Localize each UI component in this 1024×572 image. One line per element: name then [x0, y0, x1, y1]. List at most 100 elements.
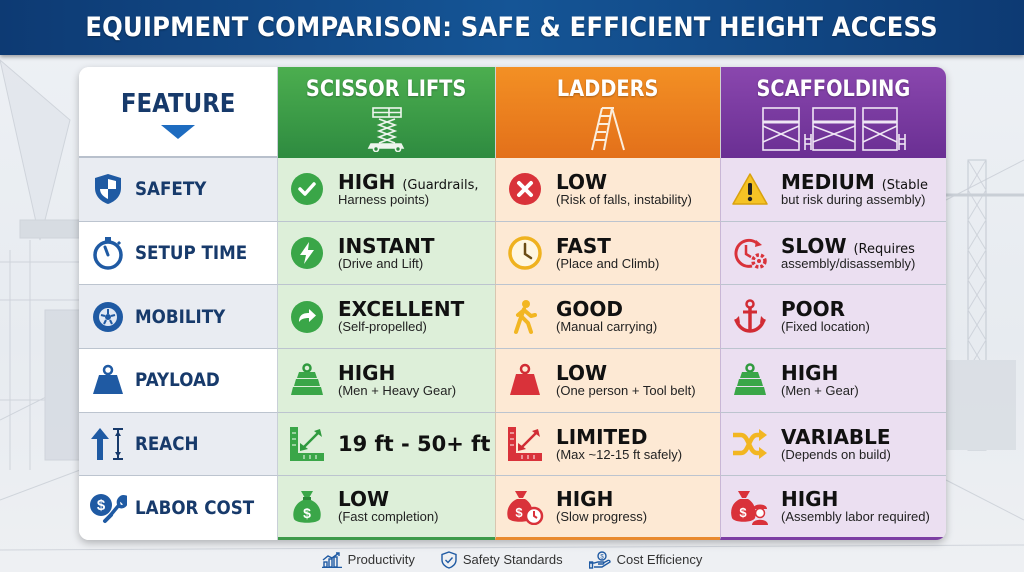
detail: but risk during assembly) — [781, 192, 926, 207]
ladders-mobility: GOOD (Manual carrying) — [495, 285, 720, 349]
weight-icon — [506, 361, 544, 399]
money-bag-clock-icon: $ — [506, 488, 544, 526]
feature-label: PAYLOAD — [135, 369, 220, 392]
detail: (Men + Heavy Gear) — [338, 383, 457, 398]
feature-reach: REACH — [79, 412, 278, 477]
value: HIGH — [781, 487, 839, 512]
feature-label: SETUP TIME — [135, 241, 248, 264]
header-feature-label: FEATURE — [120, 88, 236, 119]
value: LOW — [338, 487, 390, 512]
stopwatch-icon — [89, 234, 127, 272]
feature-mobility: MOBILITY — [79, 285, 278, 349]
value: 19 ft - 50+ ft — [338, 431, 491, 456]
shuffle-icon — [731, 425, 769, 463]
feature-payload: PAYLOAD — [79, 349, 278, 413]
detail-inline: (Guardrails, — [402, 178, 479, 193]
svg-text:$: $ — [97, 497, 106, 514]
ladders-labor-cost: $ HIGH (Slow progress) — [495, 476, 720, 540]
svg-text:$: $ — [600, 554, 604, 560]
scissor-lift-icon — [367, 107, 404, 152]
svg-text:$: $ — [515, 505, 523, 520]
money-bag-icon: $ — [288, 488, 326, 526]
legend-cost-efficiency: $ Cost Efficiency — [588, 550, 702, 569]
detail: (Max ~12-15 ft safely) — [556, 446, 683, 462]
value: EXCELLENT — [338, 297, 465, 322]
x-circle-icon — [506, 170, 544, 208]
feature-label: REACH — [135, 432, 199, 455]
hand-coin-icon: $ — [588, 550, 611, 569]
legend-productivity: Productivity — [321, 551, 415, 568]
value: SLOW — [781, 233, 847, 258]
detail: Harness points) — [338, 192, 430, 207]
feature-safety: SAFETY — [79, 158, 278, 222]
header-ladders-label: LADDERS — [557, 77, 659, 102]
legend-safety-standards: Safety Standards — [441, 550, 563, 569]
feature-label: SAFETY — [135, 178, 207, 201]
value: HIGH — [338, 361, 396, 385]
value: LIMITED — [556, 424, 648, 449]
scissor-labor-cost: $ LOW (Fast completion) — [278, 476, 495, 540]
scissor-payload: HIGH (Men + Heavy Gear) — [278, 349, 495, 413]
header-scissor-label: SCISSOR LIFTS — [306, 77, 467, 102]
scissor-mobility: EXCELLENT (Self-propelled) — [278, 285, 495, 349]
chevron-down-icon — [161, 124, 195, 139]
feature-setup-time: SETUP TIME — [79, 221, 278, 286]
detail: (Risk of falls, instability) — [556, 192, 692, 207]
arrow-right-circle-icon — [288, 298, 326, 336]
ruler-icon — [288, 425, 326, 463]
value: HIGH — [781, 361, 839, 385]
feature-label: MOBILITY — [135, 305, 226, 328]
dollar-wrench-icon: $ — [89, 489, 127, 527]
scaffolding-icon — [761, 107, 906, 151]
feature-labor-cost: $ LABOR COST — [79, 476, 278, 540]
legend-label: Safety Standards — [462, 552, 563, 567]
svg-text:$: $ — [303, 505, 311, 521]
detail: assembly/disassembly) — [781, 255, 916, 271]
header-ladders: LADDERS — [495, 67, 720, 158]
check-circle-icon — [288, 170, 326, 208]
wheel-icon — [89, 298, 127, 336]
detail: (Slow progress) — [556, 509, 648, 525]
scaffolding-safety: MEDIUM (Stable but risk during assembly) — [720, 158, 946, 222]
detail: (Men + Gear) — [781, 383, 859, 398]
ladder-icon — [591, 107, 625, 151]
detail: (Drive and Lift) — [338, 255, 424, 271]
feature-label: LABOR COST — [135, 497, 255, 520]
scissor-safety: HIGH (Guardrails, Harness points) — [278, 158, 495, 222]
detail: (Fixed location) — [781, 319, 870, 335]
shield-icon — [89, 170, 127, 208]
scissor-reach: 19 ft - 50+ ft — [278, 412, 495, 477]
scaffolding-payload: HIGH (Men + Gear) — [720, 349, 946, 413]
lightning-icon — [288, 234, 326, 272]
detail: (Place and Climb) — [556, 255, 660, 271]
warning-icon — [731, 170, 769, 208]
anchor-icon — [731, 298, 769, 336]
detail: (Manual carrying) — [556, 319, 658, 335]
ruler-icon — [506, 425, 544, 463]
detail-inline: (Requires — [853, 241, 915, 257]
scissor-setup-time: INSTANT (Drive and Lift) — [278, 221, 495, 286]
stacked-weight-icon — [288, 361, 326, 399]
detail: (Assembly labor required) — [781, 509, 930, 525]
header-scissor-lifts: SCISSOR LIFTS — [278, 67, 495, 158]
stacked-weight-icon — [731, 361, 769, 399]
value: INSTANT — [338, 233, 435, 258]
value: LOW — [556, 170, 608, 194]
scaffolding-mobility: POOR (Fixed location) — [720, 285, 946, 349]
bar-chart-icon — [321, 551, 342, 568]
height-arrow-icon — [89, 425, 127, 463]
svg-text:$: $ — [739, 505, 747, 520]
header-scaffolding-label: SCAFFOLDING — [756, 77, 911, 102]
header-feature: FEATURE — [79, 67, 278, 158]
comparison-table: FEATURE SCISSOR LIFTS LADDERS SCAFFOLDIN… — [79, 67, 946, 540]
value: MEDIUM — [781, 170, 875, 194]
detail: (Fast completion) — [338, 509, 439, 525]
ladders-safety: LOW (Risk of falls, instability) — [495, 158, 720, 222]
clock-icon — [506, 234, 544, 272]
value: HIGH — [338, 170, 396, 194]
title-bar: EQUIPMENT COMPARISON: SAFE & EFFICIENT H… — [0, 0, 1024, 55]
walking-person-icon — [506, 298, 544, 336]
value: LOW — [556, 361, 608, 385]
detail: (Depends on build) — [781, 446, 891, 462]
